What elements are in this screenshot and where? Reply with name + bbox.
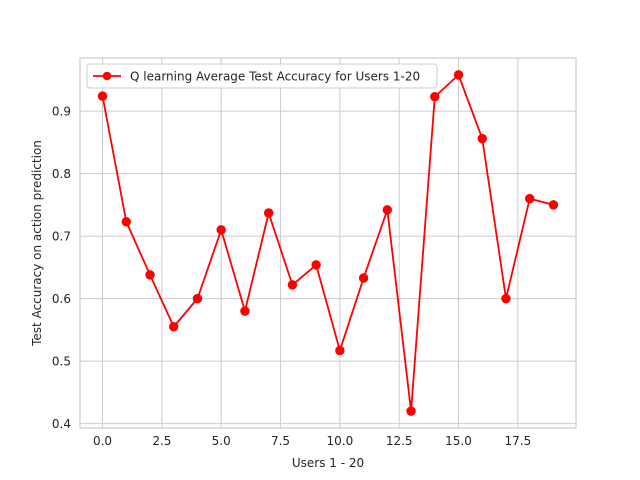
x-tick-label: 10.0 bbox=[327, 434, 354, 448]
data-point bbox=[121, 217, 131, 227]
grid bbox=[80, 58, 576, 428]
y-axis-ticks: 0.4 0.5 0.6 0.7 0.8 0.9 bbox=[52, 105, 71, 432]
series-line-0 bbox=[101, 73, 554, 413]
data-point bbox=[169, 322, 179, 332]
data-point bbox=[145, 270, 155, 280]
y-tick-label: 0.8 bbox=[52, 167, 71, 181]
axes-frame bbox=[79, 57, 577, 429]
data-point bbox=[311, 260, 321, 270]
y-tick-label: 0.4 bbox=[52, 417, 71, 431]
data-point bbox=[548, 200, 559, 210]
x-tick-label: 7.5 bbox=[271, 434, 290, 448]
data-point bbox=[501, 293, 511, 304]
data-point bbox=[216, 225, 226, 235]
y-axis-label: Test Accuracy on action prediction bbox=[30, 140, 44, 347]
data-point bbox=[358, 273, 369, 283]
plot-area bbox=[80, 58, 576, 428]
legend-box bbox=[86, 63, 438, 89]
x-axis-ticks: 0.0 2.5 5.0 7.5 10.0 12.5 15.0 17.5 bbox=[93, 434, 531, 448]
data-point bbox=[263, 208, 274, 218]
legend-marker-swatch bbox=[102, 71, 112, 81]
data-point bbox=[430, 92, 440, 102]
data-point bbox=[406, 406, 416, 416]
x-axis-label: Users 1 - 20 bbox=[292, 456, 364, 470]
x-tick-label: 15.0 bbox=[445, 434, 472, 448]
x-tick-label: 5.0 bbox=[212, 434, 231, 448]
data-point bbox=[477, 133, 487, 144]
data-point bbox=[240, 306, 250, 316]
data-point bbox=[97, 91, 108, 101]
y-tick-label: 0.9 bbox=[52, 105, 71, 119]
x-tick-label: 0.0 bbox=[93, 434, 112, 448]
data-point bbox=[192, 293, 203, 304]
data-point bbox=[453, 70, 464, 80]
series-group bbox=[97, 70, 559, 416]
legend-label: Q learning Average Test Accuracy for Use… bbox=[130, 70, 420, 84]
y-tick-label: 0.6 bbox=[52, 292, 71, 306]
x-tick-label: 12.5 bbox=[386, 434, 413, 448]
data-point bbox=[382, 205, 393, 215]
x-tick-label: 17.5 bbox=[504, 434, 531, 448]
legend: Q learning Average Test Accuracy for Use… bbox=[86, 63, 438, 89]
y-tick-label: 0.7 bbox=[52, 230, 71, 244]
x-tick-label: 2.5 bbox=[152, 434, 171, 448]
axes-border bbox=[79, 57, 577, 429]
data-point bbox=[335, 345, 345, 356]
data-point bbox=[287, 280, 298, 290]
y-tick-label: 0.5 bbox=[52, 355, 71, 369]
data-point bbox=[525, 193, 535, 204]
